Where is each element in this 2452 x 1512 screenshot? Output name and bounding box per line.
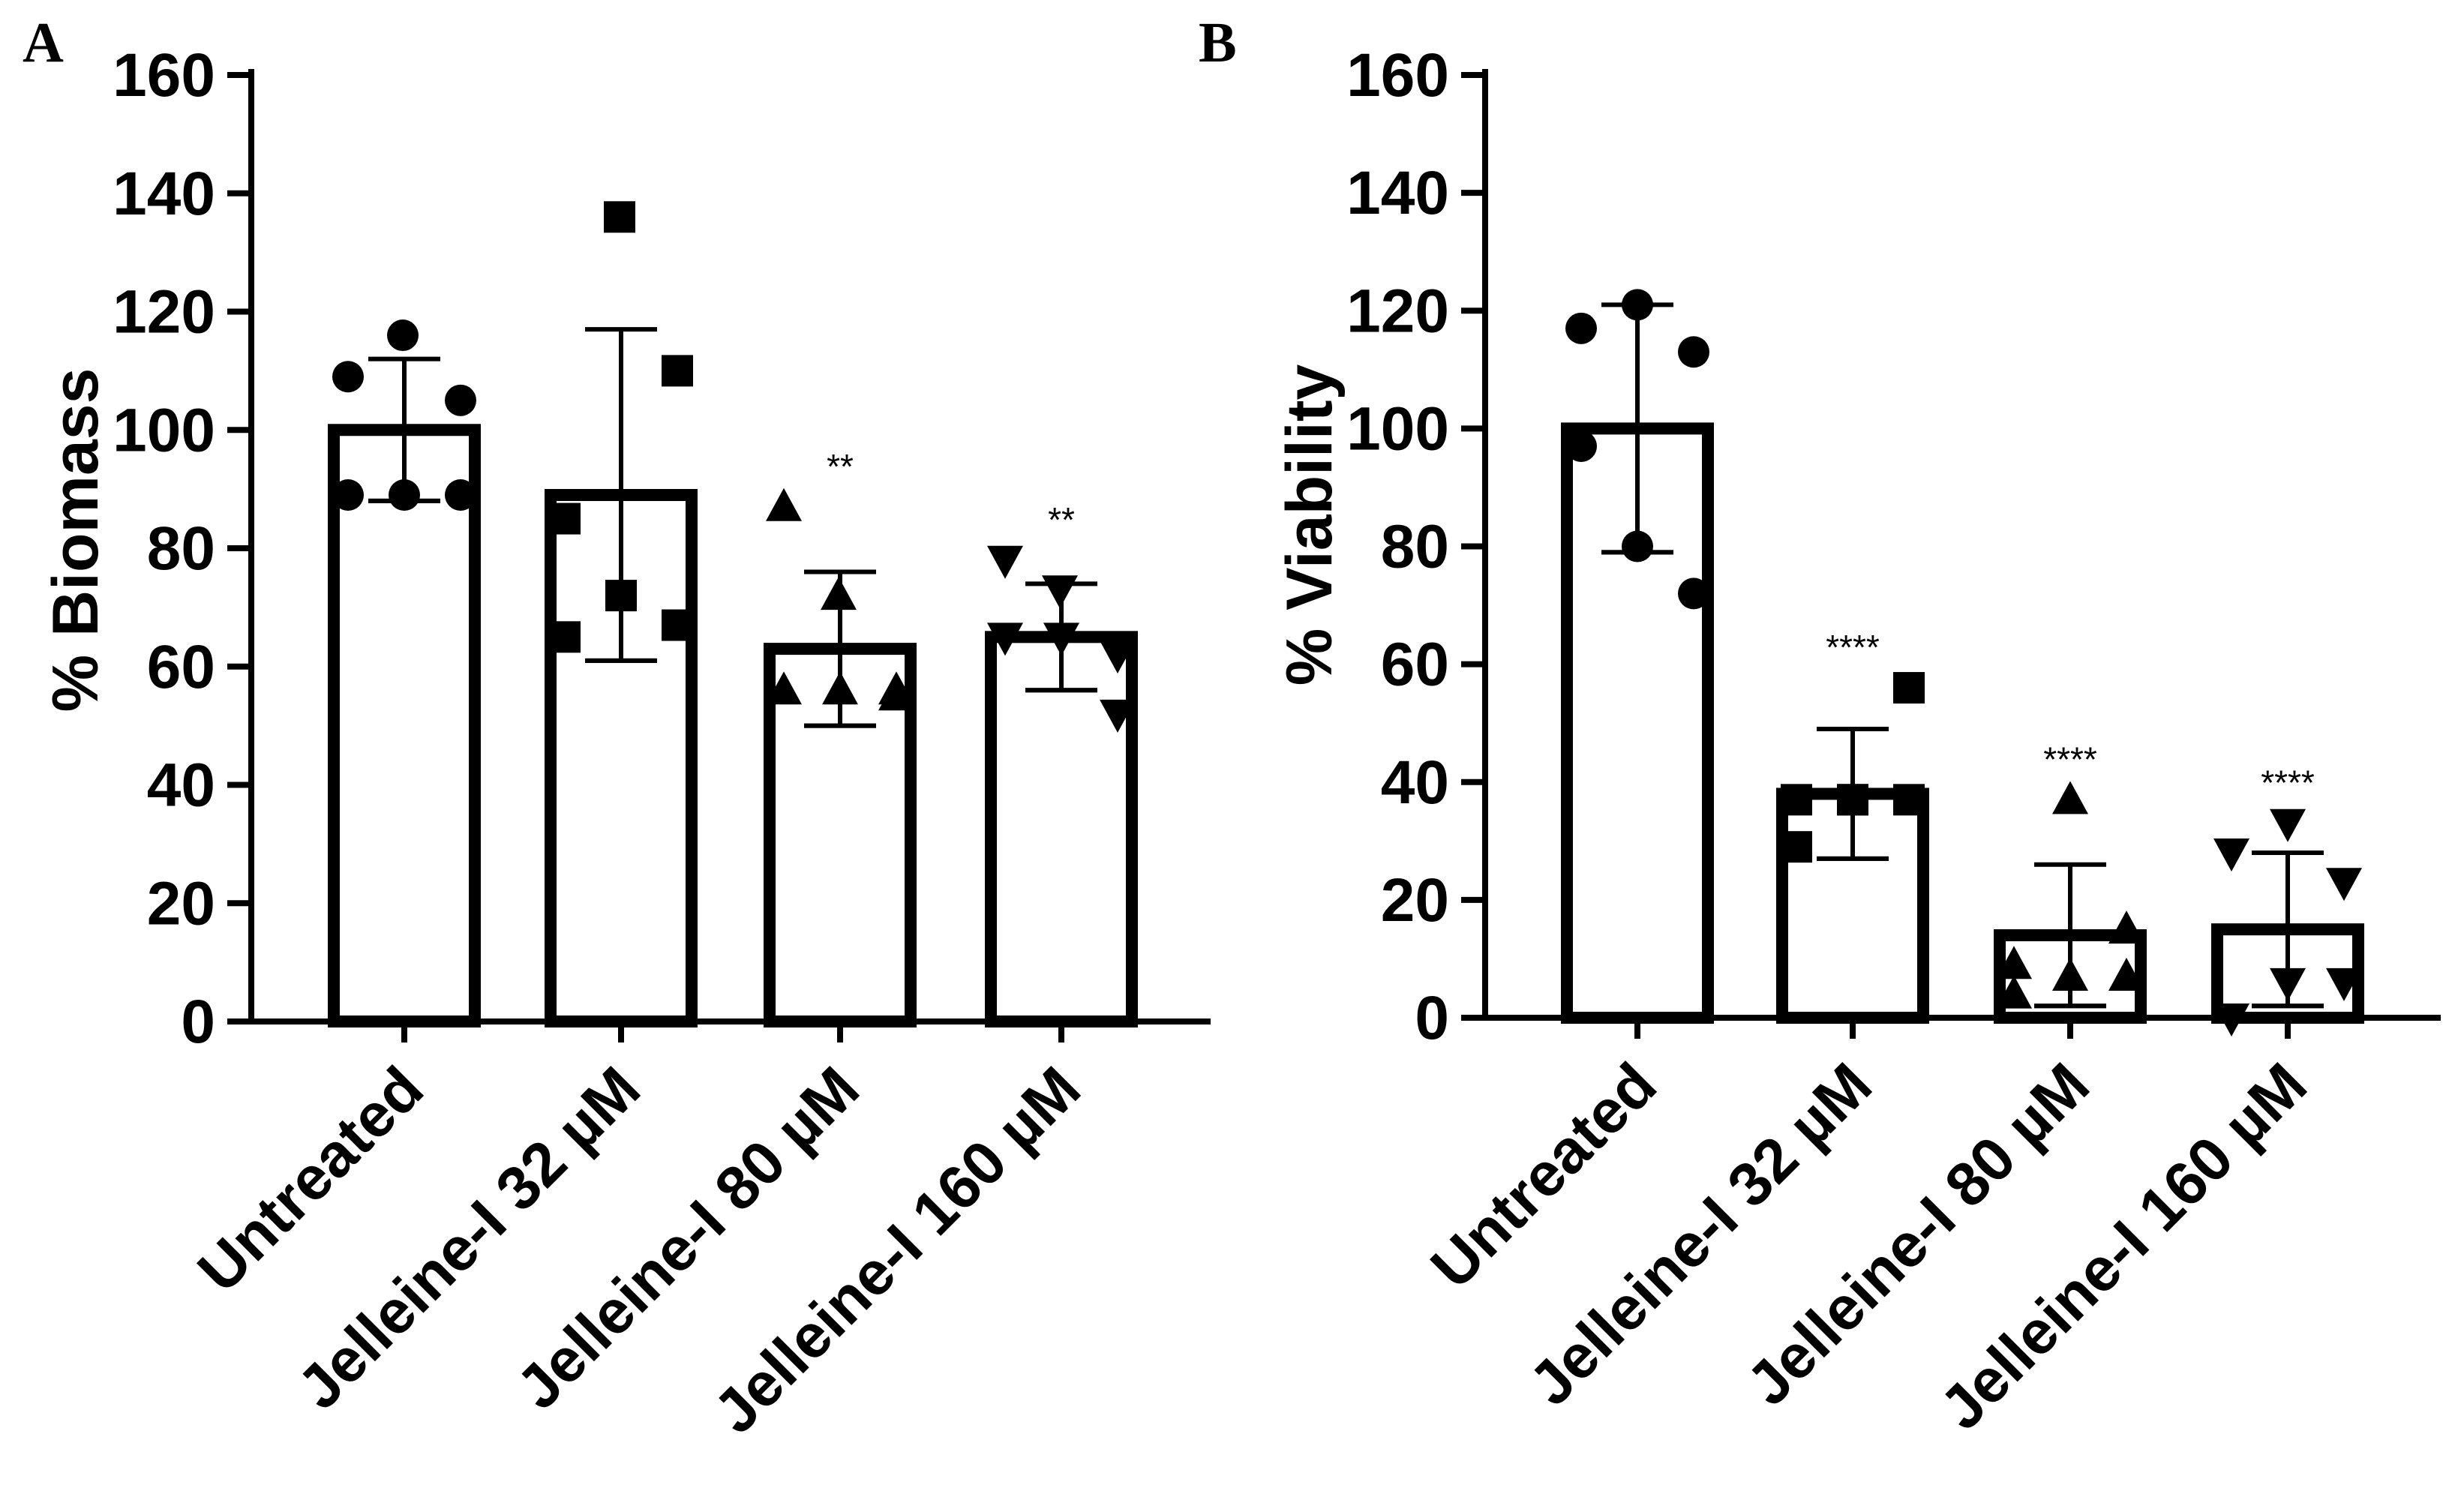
panel-a-data-point-circle bbox=[389, 479, 420, 512]
panel-a-data-point-square bbox=[605, 580, 637, 612]
panel-b-data-point-circle bbox=[1622, 530, 1653, 562]
panel-b-y-tick-label: 0 bbox=[1415, 984, 1449, 1052]
panel-a-data-point-circle bbox=[387, 320, 419, 352]
panel-a-data-point-circle bbox=[445, 479, 476, 512]
panel-b-y-tick-label: 120 bbox=[1346, 277, 1449, 345]
panel-b-data-point-circle bbox=[1678, 336, 1709, 368]
panel-a-biomass-chart: A % Biomass 020406080100120140160Untreat… bbox=[23, 11, 1211, 1447]
panel-a-letter: A bbox=[23, 11, 64, 74]
panel-b-data-point-circle bbox=[1678, 578, 1709, 610]
panel-a-data-point-triangle-down bbox=[1100, 640, 1136, 674]
panel-a-significance-marker: ** bbox=[1048, 500, 1075, 539]
panel-b-y-tick-label: 160 bbox=[1346, 41, 1449, 110]
panel-a-data-point-square bbox=[549, 502, 581, 535]
panel-b-data-point-triangle-down bbox=[2270, 808, 2306, 842]
panel-b-data-point-square bbox=[1893, 672, 1925, 704]
panel-a-data-point-triangle-down bbox=[987, 545, 1023, 579]
panel-b-data-point-triangle-up bbox=[2052, 958, 2088, 992]
panel-a-data-point-triangle-down bbox=[1100, 699, 1136, 733]
panel-a-y-tick-label: 80 bbox=[147, 514, 215, 583]
panel-b-viability-chart: B % Viability 020406080100120140160Untre… bbox=[1199, 11, 2441, 1443]
panel-b-y-tick-label: 140 bbox=[1346, 159, 1449, 227]
panel-a-y-tick-label: 120 bbox=[113, 278, 215, 346]
panel-a-data-point-square bbox=[662, 355, 693, 387]
panel-b-data-point-triangle-up bbox=[2052, 781, 2088, 814]
panel-a-data-point-circle bbox=[332, 361, 364, 393]
panel-b-letter: B bbox=[1199, 11, 1237, 74]
panel-a-data-point-triangle-up bbox=[821, 577, 857, 610]
panel-a-bar bbox=[985, 631, 1138, 1028]
panel-a-data-point-triangle-down bbox=[987, 622, 1023, 656]
panel-a-bar bbox=[328, 424, 481, 1028]
panel-b-data-point-triangle-down bbox=[2326, 968, 2362, 1001]
panel-a-y-tick-label: 140 bbox=[113, 160, 215, 228]
panel-b-data-point-circle bbox=[1565, 430, 1597, 462]
panel-b-significance-marker: **** bbox=[1826, 628, 1880, 667]
panel-a-data-point-triangle-up bbox=[822, 671, 858, 705]
panel-a-data-point-square bbox=[549, 621, 581, 653]
panel-b-data-point-circle bbox=[1565, 312, 1597, 344]
panel-b-significance-marker: **** bbox=[2261, 764, 2315, 802]
panel-b-data-point-circle bbox=[1622, 289, 1653, 321]
panel-a-data-point-triangle-up bbox=[766, 488, 802, 521]
panel-a-y-tick-label: 40 bbox=[147, 752, 215, 820]
panel-a-y-tick-label: 0 bbox=[181, 988, 215, 1056]
panel-a-data-point-circle bbox=[445, 384, 476, 416]
panel-b-category-label: Jelleine-I 160 µM bbox=[1928, 1050, 2320, 1442]
panel-a-data-point-circle bbox=[332, 479, 364, 512]
panel-b-y-tick-label: 40 bbox=[1381, 748, 1449, 817]
panel-b-data-point-square bbox=[1893, 784, 1925, 816]
panel-a-y-tick-label: 160 bbox=[113, 41, 215, 110]
panel-b-data-point-triangle-up bbox=[1996, 975, 2032, 1009]
panel-a-data-point-triangle-down bbox=[1043, 622, 1079, 656]
panel-a-category-label: Jelleine-I 160 µM bbox=[701, 1054, 1094, 1446]
panel-b-y-tick-label: 80 bbox=[1381, 513, 1449, 581]
panel-b-data-point-triangle-down bbox=[2213, 838, 2249, 872]
panel-b-data-point-triangle-down bbox=[2326, 868, 2362, 902]
panel-b-data-point-square bbox=[1781, 784, 1812, 816]
panel-a-y-axis-label: % Biomass bbox=[40, 368, 112, 712]
panel-a-y-tick-label: 20 bbox=[147, 869, 215, 938]
panel-a-data-point-triangle-up bbox=[766, 671, 802, 705]
panel-a-data-point-triangle-down bbox=[1042, 575, 1078, 609]
panel-b-data-point-triangle-down bbox=[2213, 1004, 2249, 1036]
panel-b-data-point-triangle-down bbox=[2270, 968, 2306, 1001]
panel-b-data-point-triangle-up bbox=[2108, 910, 2144, 944]
panel-a-significance-marker: ** bbox=[827, 447, 854, 486]
panel-b-data-point-square bbox=[1837, 784, 1868, 816]
panel-a-y-tick-label: 60 bbox=[147, 633, 215, 701]
panel-b-data-point-square bbox=[1781, 831, 1812, 863]
panel-b-data-point-triangle-up bbox=[2108, 958, 2144, 992]
panel-b-y-tick-label: 60 bbox=[1381, 631, 1449, 699]
panel-a-data-point-square bbox=[662, 609, 693, 641]
panel-b-significance-marker: **** bbox=[2043, 740, 2097, 778]
panel-a-data-point-triangle-up bbox=[878, 677, 914, 711]
panel-a-data-point-square bbox=[604, 201, 635, 233]
panel-b-y-axis-label: % Viability bbox=[1274, 364, 1346, 686]
panel-b-y-tick-label: 20 bbox=[1381, 866, 1449, 934]
panel-b-data-point-triangle-up bbox=[1996, 946, 2032, 980]
panel-b-y-tick-label: 100 bbox=[1346, 394, 1449, 463]
panel-a-y-tick-label: 100 bbox=[113, 396, 215, 464]
